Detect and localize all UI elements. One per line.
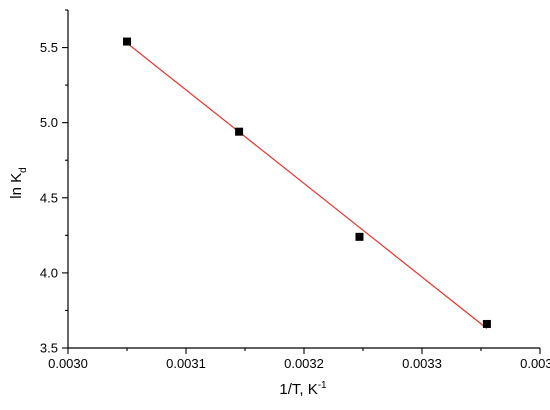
data-point <box>482 319 491 328</box>
x-tick-label: 0.0030 <box>48 356 88 371</box>
fit-line <box>126 42 488 329</box>
y-tick-label: 3.5 <box>40 341 58 356</box>
y-tick-label: 5.5 <box>40 40 58 55</box>
x-tick-label: 0.0032 <box>284 356 324 371</box>
axes <box>67 10 540 349</box>
x-tick-label: 0.0033 <box>402 356 442 371</box>
data-point <box>355 232 364 241</box>
data-points <box>123 37 491 328</box>
data-point <box>235 127 244 136</box>
x-tick-label: 0.0034 <box>520 356 550 371</box>
x-axis-title: 1/T, K-1 <box>279 380 327 398</box>
y-axis-title: ln Kd <box>8 167 29 198</box>
data-point <box>123 37 131 46</box>
y-tick-label: 4.0 <box>40 265 58 280</box>
x-axis-ticks: 0.0030 0.0031 0.0032 0.0033 0.0034 <box>48 348 550 371</box>
fit-line-group <box>126 42 488 329</box>
y-axis-ticks: 3.5 4.0 4.5 5.0 5.5 <box>40 9 68 356</box>
y-tick-label: 5.0 <box>40 115 58 130</box>
x-tick-label: 0.0031 <box>166 356 206 371</box>
y-tick-label: 4.5 <box>40 190 58 205</box>
